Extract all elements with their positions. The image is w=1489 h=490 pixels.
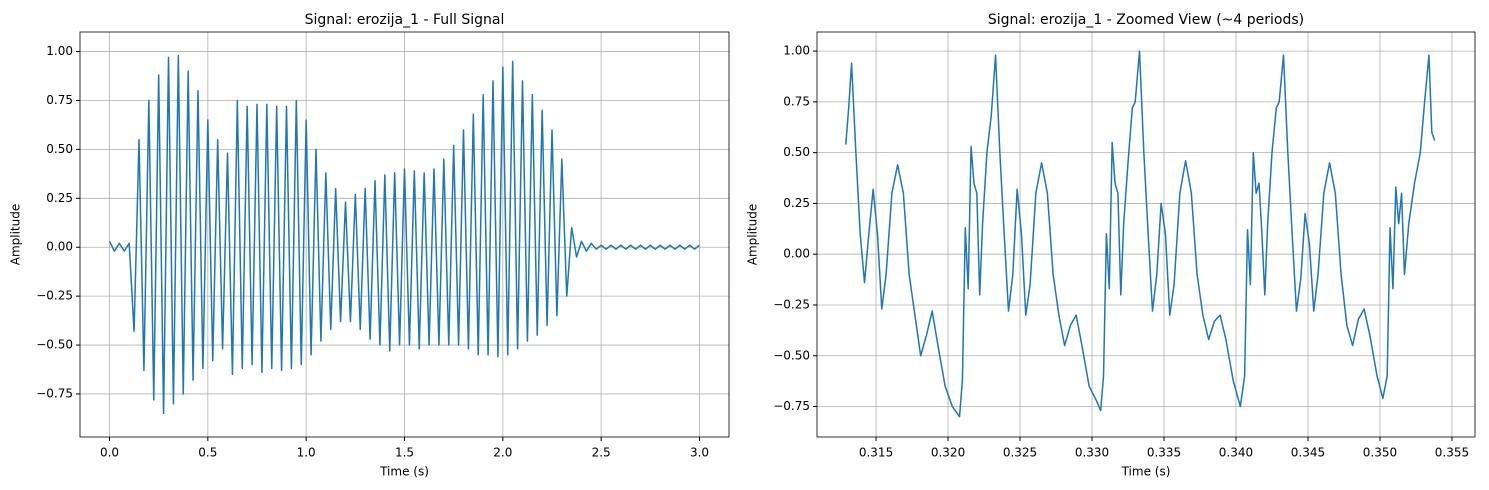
signal-line (108, 54, 700, 415)
x-tick-label: 2.0 (493, 446, 512, 460)
y-tick-label: 0.25 (783, 196, 810, 210)
x-axis-label: Time (s) (1121, 465, 1171, 479)
axes-frame (79, 31, 730, 438)
y-tick-label: 0.75 (46, 93, 73, 107)
y-tick-label: 0.00 (46, 240, 73, 254)
x-tick-label: 0.335 (1147, 446, 1181, 460)
y-tick-label: 0.50 (783, 145, 810, 159)
x-tick-label: 0.355 (1435, 446, 1469, 460)
y-axis-label: Amplitude (9, 204, 23, 266)
x-tick-label: 0.345 (1291, 446, 1325, 460)
x-tick-label: 0.315 (859, 446, 893, 460)
y-tick-label: −0.25 (773, 297, 810, 311)
x-tick-label: 0.0 (100, 446, 119, 460)
x-tick-label: 0.330 (1075, 446, 1109, 460)
x-tick-label: 0.325 (1003, 446, 1037, 460)
x-tick-label: 0.350 (1363, 446, 1397, 460)
y-tick-label: 0.50 (46, 142, 73, 156)
x-tick-label: 0.340 (1219, 446, 1253, 460)
y-tick-label: −0.25 (36, 289, 73, 303)
x-axis-label: Time (s) (379, 465, 429, 479)
y-tick-label: −0.75 (773, 399, 810, 413)
y-tick-label: 0.25 (46, 191, 73, 205)
x-tick-label: 1.0 (297, 446, 316, 460)
y-axis-label: Amplitude (746, 204, 760, 266)
y-tick-label: 1.00 (46, 44, 73, 58)
x-tick-label: 1.5 (395, 446, 414, 460)
y-tick-label: 0.75 (783, 94, 810, 108)
y-tick-label: 1.00 (783, 44, 810, 58)
y-tick-label: −0.75 (36, 386, 73, 400)
x-tick-label: 0.320 (931, 446, 965, 460)
chart-title: Signal: erozija_1 - Zoomed View (~4 peri… (988, 12, 1304, 28)
y-tick-label: −0.50 (36, 338, 73, 352)
x-tick-label: 3.0 (690, 446, 709, 460)
axes-frame (816, 31, 1476, 438)
x-tick-label: 0.5 (198, 446, 217, 460)
y-tick-label: −0.50 (773, 348, 810, 362)
x-tick-label: 2.5 (592, 446, 611, 460)
chart-title: Signal: erozija_1 - Full Signal (305, 12, 505, 28)
signal-line (845, 50, 1436, 418)
y-tick-label: 0.00 (783, 247, 810, 261)
